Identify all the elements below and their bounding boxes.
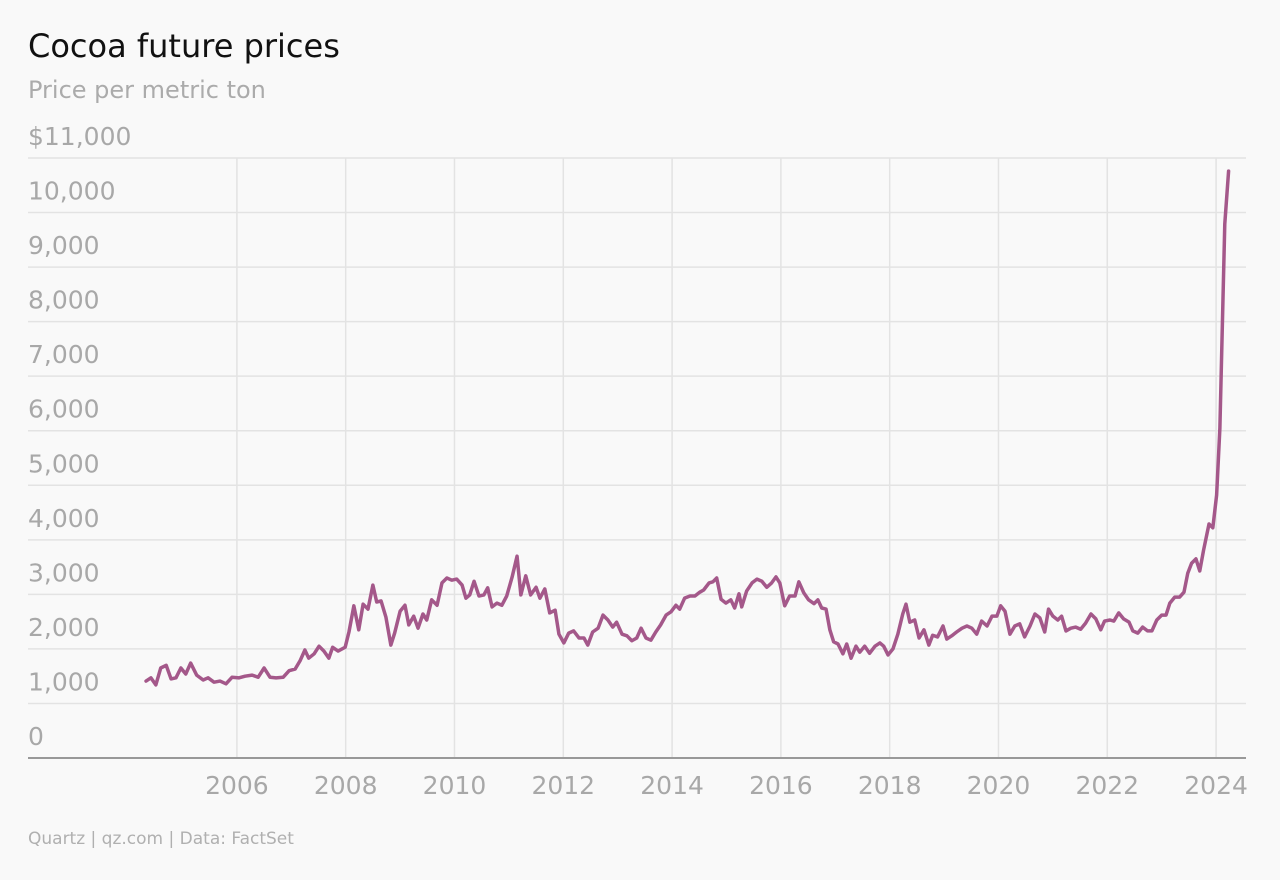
chart-title: Cocoa future prices xyxy=(28,27,340,65)
x-tick-label: 2024 xyxy=(1184,771,1248,800)
y-tick-label: 9,000 xyxy=(28,231,100,260)
y-tick-label: 6,000 xyxy=(28,395,100,424)
y-tick-label: 5,000 xyxy=(28,449,100,478)
x-tick-label: 2020 xyxy=(967,771,1031,800)
y-tick-label: 1,000 xyxy=(28,667,100,696)
x-tick-label: 2012 xyxy=(531,771,595,800)
x-tick-label: 2008 xyxy=(314,771,378,800)
x-tick-label: 2016 xyxy=(749,771,813,800)
x-tick-label: 2010 xyxy=(423,771,487,800)
y-tick-label: 4,000 xyxy=(28,504,100,533)
y-tick-label: 8,000 xyxy=(28,286,100,315)
y-tick-label: 10,000 xyxy=(28,177,115,206)
y-tick-label: 2,000 xyxy=(28,613,100,642)
x-tick-label: 2018 xyxy=(858,771,922,800)
price-line xyxy=(144,169,1231,687)
y-tick-label: 7,000 xyxy=(28,340,100,369)
x-tick-label: 2014 xyxy=(640,771,704,800)
chart-subtitle: Price per metric ton xyxy=(28,76,266,104)
source-note: Quartz | qz.com | Data: FactSet xyxy=(28,829,294,849)
x-tick-label: 2006 xyxy=(205,771,269,800)
y-tick-label: 3,000 xyxy=(28,558,100,587)
y-tick-label: $11,000 xyxy=(28,122,131,151)
x-tick-label: 2022 xyxy=(1075,771,1139,800)
y-tick-label: 0 xyxy=(28,722,44,751)
